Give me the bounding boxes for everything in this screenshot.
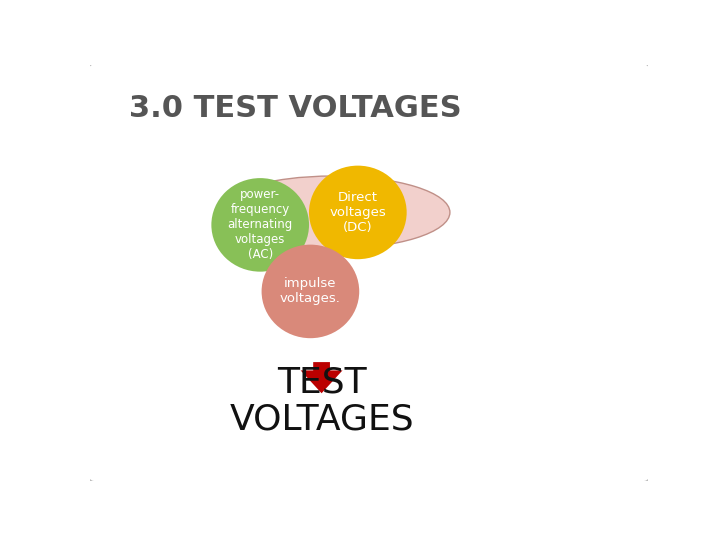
- Text: power-
frequency
alternating
voltages
(AC): power- frequency alternating voltages (A…: [228, 188, 293, 261]
- Text: impulse
voltages.: impulse voltages.: [280, 278, 341, 306]
- Text: VOLTAGES: VOLTAGES: [229, 403, 414, 437]
- Text: TEST: TEST: [276, 366, 366, 400]
- Ellipse shape: [309, 166, 407, 259]
- Ellipse shape: [261, 245, 359, 338]
- Ellipse shape: [212, 178, 309, 272]
- FancyBboxPatch shape: [87, 63, 651, 483]
- Ellipse shape: [215, 176, 450, 249]
- Text: 3.0 TEST VOLTAGES: 3.0 TEST VOLTAGES: [129, 94, 462, 123]
- Text: Direct
voltages
(DC): Direct voltages (DC): [330, 191, 386, 234]
- FancyArrow shape: [301, 362, 343, 393]
